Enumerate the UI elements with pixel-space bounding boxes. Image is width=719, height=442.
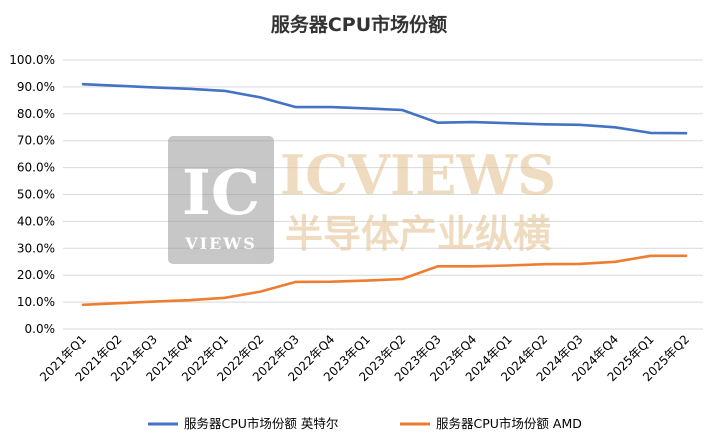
- legend: 服务器CPU市场份额 英特尔 服务器CPU市场份额 AMD: [148, 416, 582, 431]
- y-tick-label: 80.0%: [17, 107, 55, 121]
- series-line-amd: [81, 254, 688, 307]
- watermark-slogan: 半导体产业纵横: [285, 211, 551, 256]
- watermark: IC VIEWS ICVIEWS 半导体产业纵横: [168, 136, 556, 264]
- y-tick-label: 90.0%: [17, 80, 55, 94]
- y-axis-ticks: 100.0% 90.0% 80.0% 70.0% 60.0% 50.0% 40.0% 30.0…: [9, 53, 55, 336]
- watermark-logo-subtext: VIEWS: [184, 234, 257, 253]
- y-tick-label: 50.0%: [17, 188, 55, 202]
- legend-label-amd: 服务器CPU市场份额 AMD: [436, 416, 582, 431]
- series-lines: [81, 82, 688, 307]
- y-tick-label: 0.0%: [25, 322, 56, 336]
- watermark-brand: ICVIEWS: [280, 143, 556, 207]
- watermark-logo-box: [168, 136, 274, 264]
- y-tick-label: 100.0%: [9, 53, 55, 67]
- chart-title: 服务器CPU市场份额: [271, 13, 447, 36]
- y-tick-label: 40.0%: [17, 214, 55, 228]
- y-tick-label: 20.0%: [17, 268, 55, 282]
- legend-label-intel: 服务器CPU市场份额 英特尔: [184, 416, 338, 431]
- y-tick-label: 30.0%: [17, 241, 55, 255]
- y-tick-label: 70.0%: [17, 134, 55, 148]
- series-line-intel: [81, 82, 688, 135]
- y-tick-label: 60.0%: [17, 161, 55, 175]
- watermark-logo-text: IC: [182, 156, 260, 229]
- y-tick-label: 10.0%: [17, 295, 55, 309]
- x-axis-ticks: 2021年Q12021年Q22021年Q32021年Q42022年Q12022年…: [37, 332, 692, 384]
